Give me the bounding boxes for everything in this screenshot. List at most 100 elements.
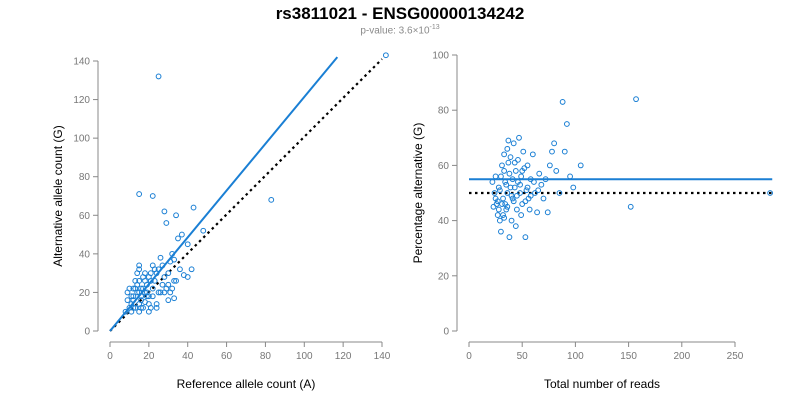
data-point: [518, 212, 525, 218]
data-point: [171, 295, 178, 302]
data-point: [494, 212, 501, 218]
data-point: [490, 203, 497, 210]
x-tick-label: 100: [296, 351, 313, 362]
data-point: [492, 173, 499, 180]
allele-count-scatter-panel: 0 20 40 60 80 100 120 140 0 20 40 60 80 100 120 140 Refe…: [51, 52, 391, 391]
y-tick-label: 40: [79, 249, 91, 260]
data-point: [501, 214, 508, 221]
p-value-exponent: -13: [429, 24, 440, 31]
data-point: [382, 52, 389, 59]
data-point: [173, 277, 179, 284]
y-tick-label: 120: [73, 95, 90, 106]
data-point: [124, 289, 131, 296]
data-point: [506, 170, 513, 177]
data-point: [508, 192, 515, 199]
data-point: [499, 162, 505, 169]
data-point: [153, 301, 160, 307]
y-axis-label: Alternative allele count (G): [51, 125, 65, 266]
data-point: [134, 281, 141, 288]
data-point: [536, 170, 543, 177]
data-point: [524, 162, 531, 169]
data-point: [627, 203, 634, 210]
data-point: [188, 266, 195, 273]
data-point: [524, 184, 531, 191]
data-point: [512, 168, 519, 174]
data-point: [175, 235, 181, 242]
x-tick-label: 0: [466, 351, 472, 362]
data-point: [130, 293, 137, 300]
data-point: [512, 223, 519, 230]
y-tick-label: 140: [73, 57, 90, 68]
data-point: [507, 184, 514, 191]
data-point: [556, 190, 563, 196]
data-point: [553, 168, 560, 174]
data-point: [140, 274, 146, 280]
x-tick-label: 60: [221, 351, 233, 362]
data-point: [495, 206, 502, 213]
data-point: [549, 148, 555, 155]
data-point: [149, 285, 156, 292]
y-tick-label: 0: [84, 327, 90, 338]
data-point: [511, 184, 518, 191]
chart-subtitle: p-value: 3.6×10-13: [0, 24, 800, 36]
y-tick-label: 80: [79, 172, 91, 183]
data-point: [534, 209, 540, 216]
x-tick-label: 50: [517, 351, 529, 362]
data-point: [504, 190, 511, 196]
data-point: [522, 198, 529, 205]
data-point: [134, 289, 141, 296]
x-tick-label: 80: [260, 351, 272, 362]
data-point: [529, 151, 536, 158]
data-point: [519, 201, 526, 207]
data-point: [494, 198, 501, 205]
data-point: [540, 195, 547, 202]
data-point: [159, 281, 166, 288]
data-point: [499, 201, 505, 207]
data-point: [142, 299, 148, 305]
data-point: [500, 212, 506, 218]
data-point: [531, 179, 537, 185]
data-point: [567, 173, 573, 180]
data-point: [506, 234, 513, 241]
data-point: [132, 304, 139, 311]
data-point: [527, 192, 534, 199]
data-point: [180, 272, 187, 278]
data-point: [151, 266, 158, 273]
data-point: [551, 140, 558, 147]
data-point: [130, 285, 137, 292]
data-point: [508, 217, 515, 224]
y-axis-label: Percentage alternative (G): [411, 123, 425, 264]
x-tick-label: 0: [107, 351, 113, 362]
p-value-text: p-value: 3.6×10: [360, 25, 430, 37]
data-point: [513, 206, 520, 213]
data-point: [523, 187, 530, 194]
data-point: [518, 173, 525, 180]
data-point: [171, 277, 178, 284]
data-point: [546, 162, 553, 169]
x-axis-label: Reference allele count (A): [177, 377, 316, 391]
data-point: [535, 187, 542, 194]
data-point: [165, 281, 172, 288]
data-point: [190, 204, 197, 211]
y-tick-label: 0: [443, 327, 449, 338]
data-point: [767, 190, 774, 196]
data-point: [155, 289, 162, 296]
data-point: [520, 148, 527, 155]
y-tick-label: 100: [73, 134, 90, 145]
data-point: [165, 270, 172, 277]
data-point: [136, 191, 143, 197]
data-point: [504, 145, 511, 152]
data-point: [510, 140, 517, 147]
data-point: [161, 208, 168, 215]
x-tick-label: 120: [335, 351, 352, 362]
data-point: [522, 234, 529, 241]
data-point: [559, 99, 566, 105]
data-point: [516, 134, 522, 141]
regression-fit-line: [109, 56, 339, 332]
x-tick-label: 140: [374, 351, 391, 362]
data-point: [496, 187, 503, 194]
data-point: [501, 168, 508, 174]
data-point: [163, 220, 170, 226]
data-point: [505, 137, 512, 144]
